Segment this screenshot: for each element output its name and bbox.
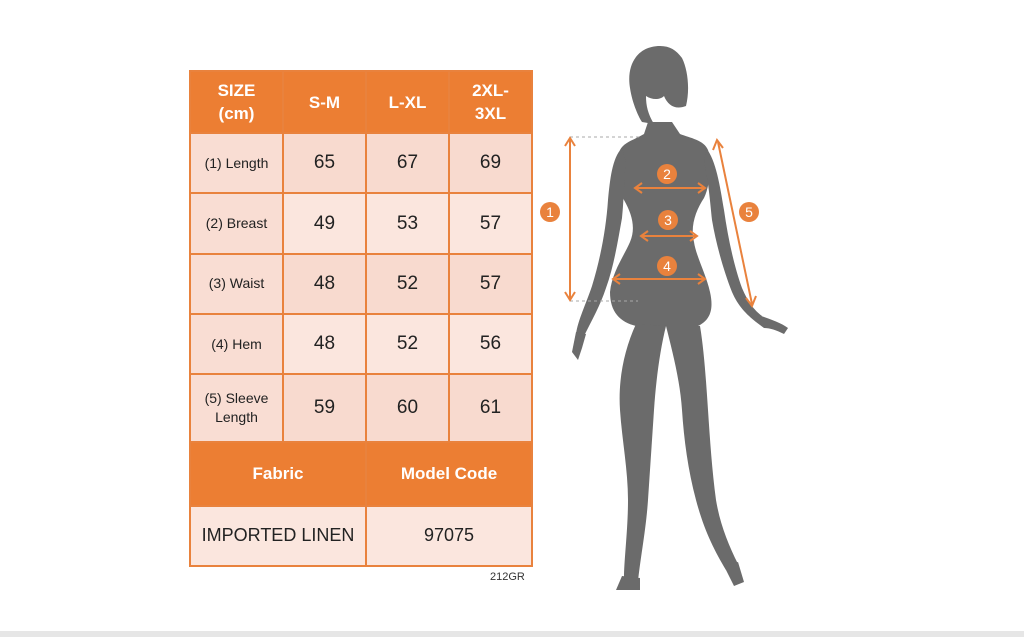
cell-sleeve-2xl: 61 xyxy=(448,373,533,444)
marker-sleeve-label: 5 xyxy=(745,204,753,220)
measurement-guides xyxy=(564,136,757,309)
col-header-s-m: S-M xyxy=(282,69,367,135)
sleeve-arrow-bottom xyxy=(745,295,757,309)
left-hand-shape xyxy=(572,332,586,360)
row-label-hem: (4) Hem xyxy=(189,312,284,376)
head-shape xyxy=(629,46,689,124)
cell-sleeve-l-xl: 60 xyxy=(365,373,450,444)
left-arm-shape xyxy=(576,148,626,336)
fabric-header: Fabric xyxy=(189,441,367,507)
fabric-value: IMPORTED LINEN xyxy=(189,504,367,568)
col-header-2xl-3xl: 2XL- 3XL xyxy=(448,69,533,135)
cell-hem-s-m: 48 xyxy=(282,312,367,376)
cell-waist-s-m: 48 xyxy=(282,252,367,315)
hem-arrow-right xyxy=(697,273,707,285)
row-label-sleeve-line2: Length xyxy=(215,409,258,426)
marker-breast-label: 2 xyxy=(663,166,671,182)
col-header-2xl-line2: 3XL xyxy=(474,104,507,124)
waist-arrow-left xyxy=(639,230,649,242)
product-code-tag: 212GR xyxy=(490,571,525,583)
breast-arrow-left xyxy=(633,182,643,194)
size-header-line1: SIZE xyxy=(217,81,256,101)
marker-hem: 4 xyxy=(657,256,677,276)
cell-sleeve-s-m: 59 xyxy=(282,373,367,444)
marker-waist: 3 xyxy=(658,210,678,230)
row-label-waist: (3) Waist xyxy=(189,252,284,315)
cell-waist-2xl: 57 xyxy=(448,252,533,315)
table-header-row: SIZE (cm) S-M L-XL 2XL- 3XL xyxy=(189,69,533,135)
marker-breast: 2 xyxy=(657,164,677,184)
marker-hem-label: 4 xyxy=(663,258,671,274)
cell-waist-l-xl: 52 xyxy=(365,252,450,315)
cell-length-s-m: 65 xyxy=(282,132,367,195)
sleeve-arrow-top xyxy=(712,137,724,151)
model-code-value: 97075 xyxy=(365,504,533,568)
marker-sleeve: 5 xyxy=(739,202,759,222)
marker-length: 1 xyxy=(540,202,560,222)
marker-length-label: 1 xyxy=(546,204,554,220)
size-chart-table: SIZE (cm) S-M L-XL 2XL- 3XL (1) Length 6… xyxy=(189,69,533,568)
table-row-breast: (2) Breast 49 53 57 xyxy=(189,192,533,255)
size-header-line2: (cm) xyxy=(218,104,255,124)
footer-value-row: IMPORTED LINEN 97075 xyxy=(189,504,533,568)
cell-breast-2xl: 57 xyxy=(448,192,533,255)
cell-breast-s-m: 49 xyxy=(282,192,367,255)
cell-breast-l-xl: 53 xyxy=(365,192,450,255)
right-arm-shape xyxy=(704,148,762,322)
length-arrow-bottom xyxy=(564,291,576,302)
marker-waist-label: 3 xyxy=(664,212,672,228)
table-row-waist: (3) Waist 48 52 57 xyxy=(189,252,533,315)
waist-arrow-right xyxy=(689,230,699,242)
row-label-length: (1) Length xyxy=(189,132,284,195)
sleeve-arrow-line xyxy=(717,141,753,305)
table-row-length: (1) Length 65 67 69 xyxy=(189,132,533,195)
cell-length-l-xl: 67 xyxy=(365,132,450,195)
silhouette xyxy=(572,46,788,590)
left-leg-shape xyxy=(619,324,666,582)
table-row-hem: (4) Hem 48 52 56 xyxy=(189,312,533,376)
cell-hem-l-xl: 52 xyxy=(365,312,450,376)
row-label-breast: (2) Breast xyxy=(189,192,284,255)
model-code-header: Model Code xyxy=(365,441,533,507)
col-header-2xl-line1: 2XL- xyxy=(472,81,509,101)
table-row-sleeve-length: (5) Sleeve Length 59 60 61 xyxy=(189,373,533,444)
cell-length-2xl: 69 xyxy=(448,132,533,195)
row-label-sleeve-line1: (5) Sleeve xyxy=(204,390,269,407)
cell-hem-2xl: 56 xyxy=(448,312,533,376)
left-foot-shape xyxy=(616,576,640,590)
hem-arrow-left xyxy=(611,273,621,285)
bottom-divider xyxy=(0,631,1024,637)
breast-arrow-right xyxy=(697,182,707,194)
right-hand-shape xyxy=(756,314,788,334)
right-leg-shape xyxy=(666,326,738,570)
measurement-markers: 1 2 3 4 5 xyxy=(540,164,759,276)
row-label-sleeve-length: (5) Sleeve Length xyxy=(189,373,284,444)
size-header: SIZE (cm) xyxy=(189,69,284,135)
body-measurement-figure: 1 2 3 4 5 xyxy=(540,46,788,590)
length-arrow-top xyxy=(564,136,576,147)
col-header-l-xl: L-XL xyxy=(365,69,450,135)
right-foot-shape xyxy=(724,562,744,586)
footer-header-row: Fabric Model Code xyxy=(189,441,533,507)
